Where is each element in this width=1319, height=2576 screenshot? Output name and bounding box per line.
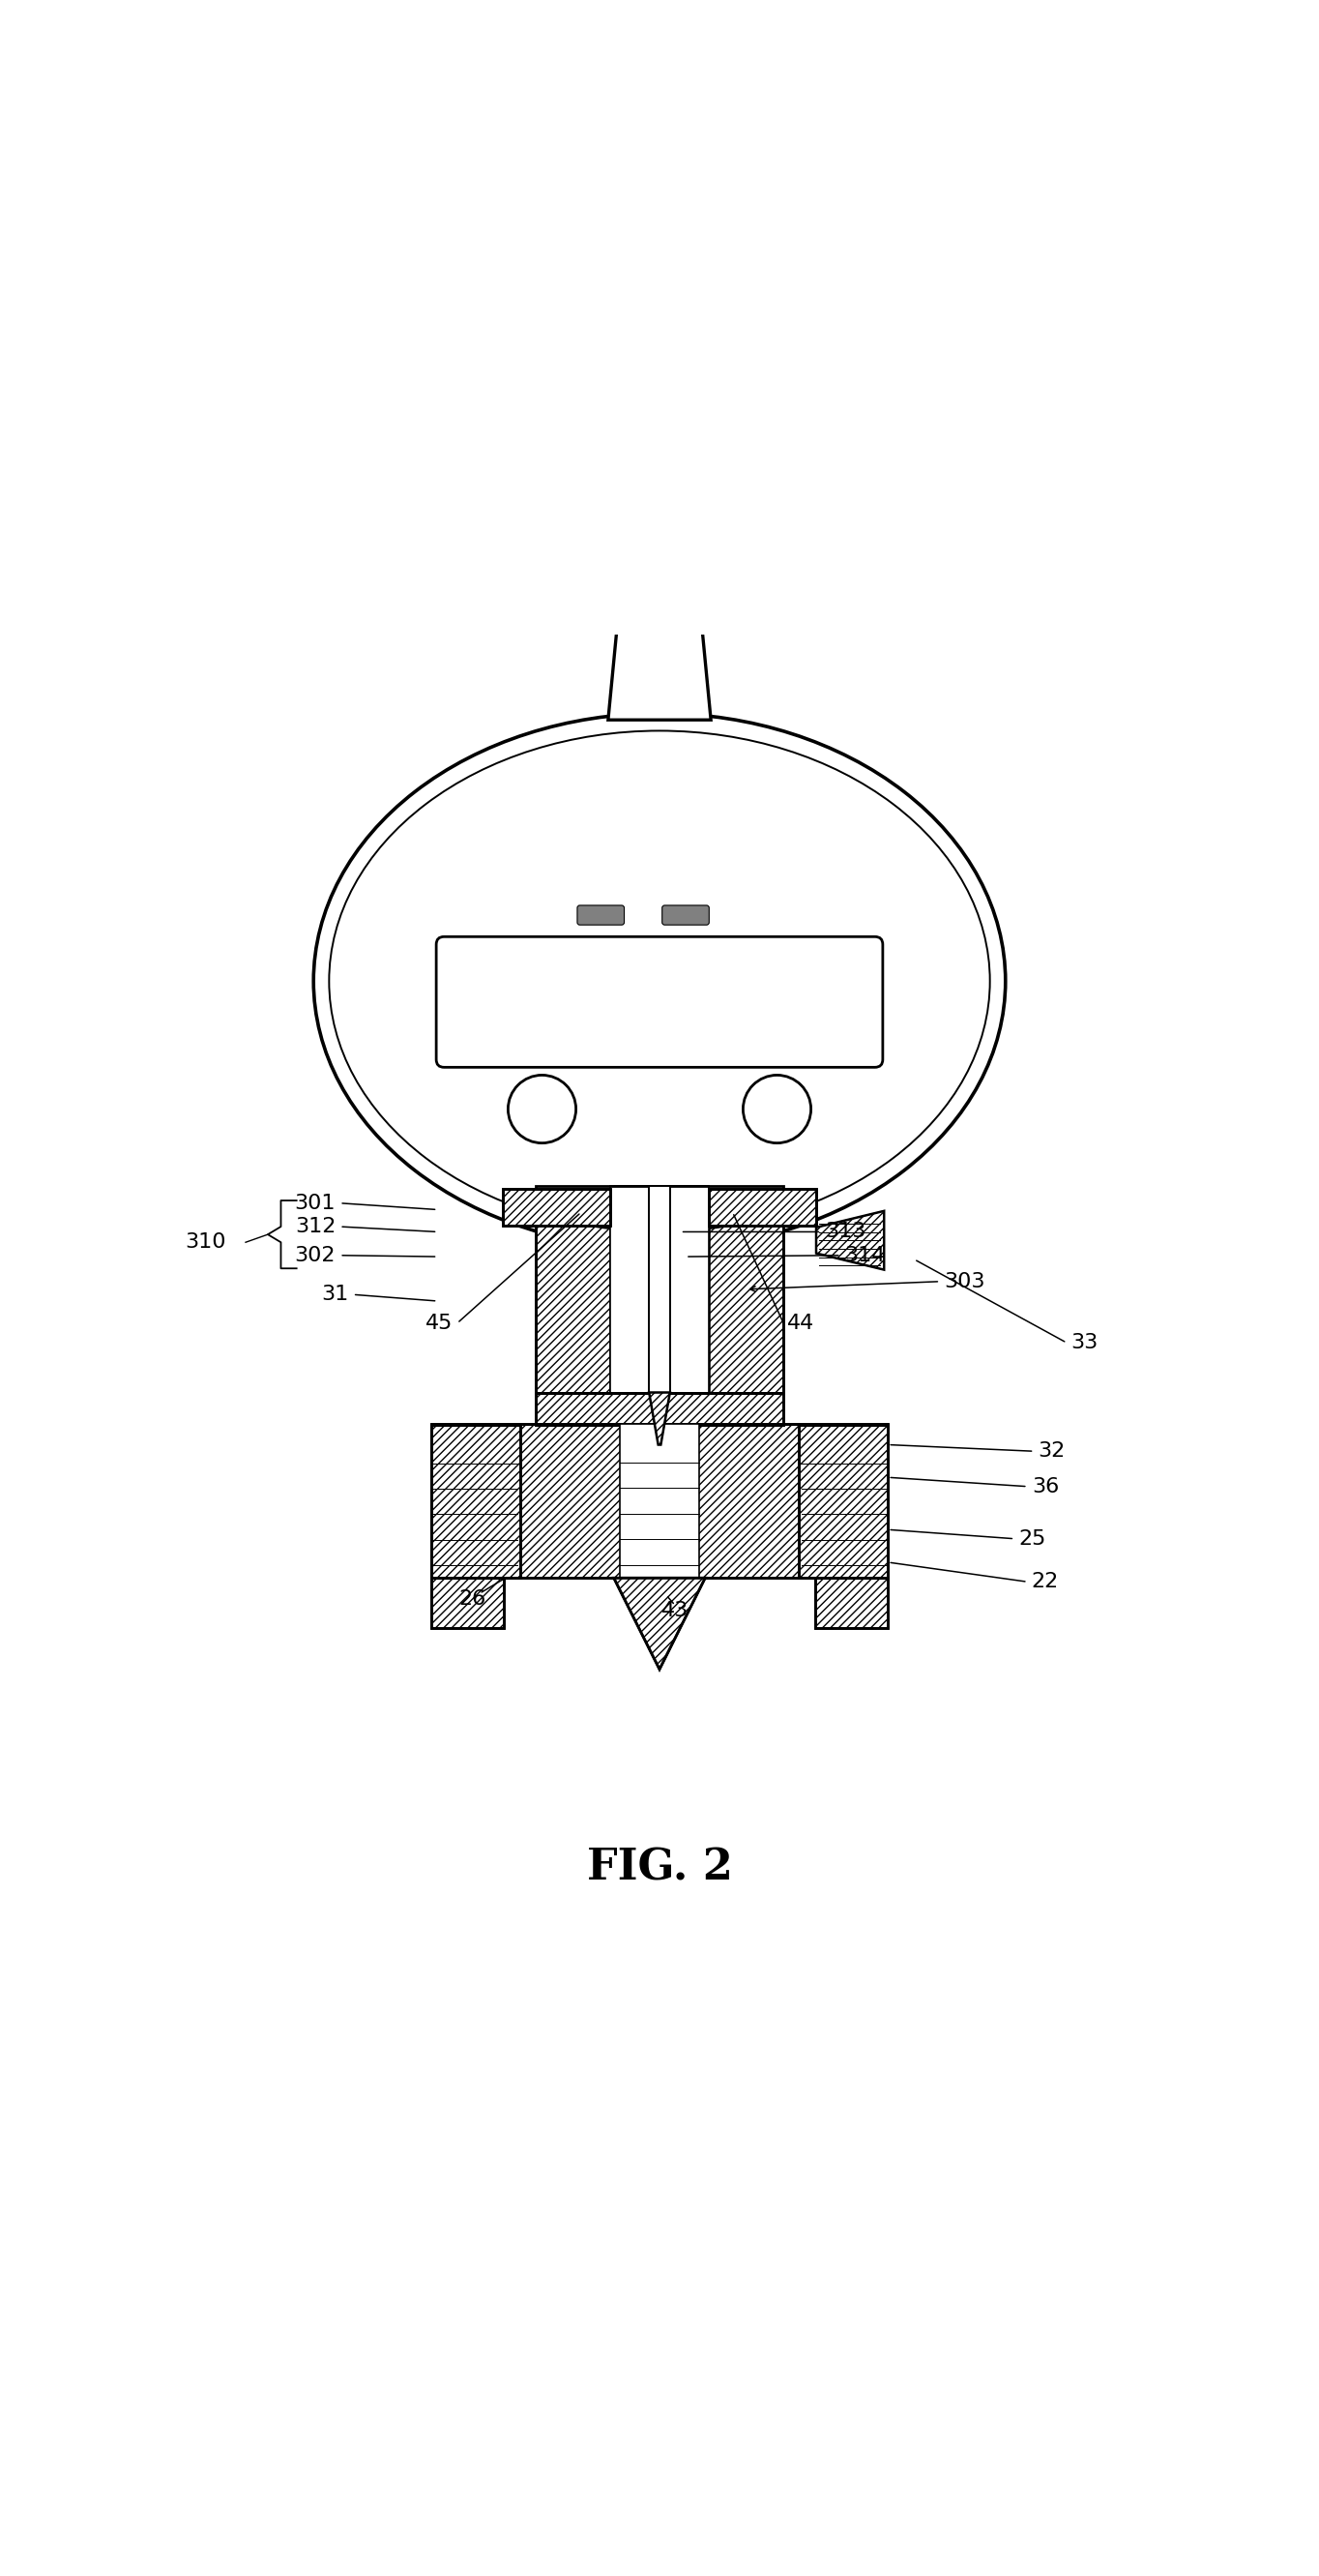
FancyBboxPatch shape <box>578 904 624 925</box>
Bar <box>503 1188 609 1226</box>
Polygon shape <box>799 1425 888 1579</box>
Polygon shape <box>816 1211 884 1270</box>
Text: 45: 45 <box>426 1314 454 1332</box>
Ellipse shape <box>330 732 989 1231</box>
Text: 313: 313 <box>826 1221 867 1242</box>
Text: 33: 33 <box>1071 1334 1099 1352</box>
Text: 312: 312 <box>294 1216 336 1236</box>
Bar <box>815 1579 888 1628</box>
Circle shape <box>508 1074 576 1144</box>
Polygon shape <box>710 1185 783 1394</box>
Polygon shape <box>431 1425 520 1579</box>
Bar <box>609 1185 710 1394</box>
Bar <box>615 1185 704 1242</box>
Bar <box>431 1425 888 1579</box>
FancyBboxPatch shape <box>662 904 710 925</box>
Text: FIG. 2: FIG. 2 <box>587 1847 732 1888</box>
Polygon shape <box>536 1394 783 1425</box>
Polygon shape <box>710 1188 816 1226</box>
Bar <box>431 1579 504 1628</box>
Text: 31: 31 <box>322 1285 348 1303</box>
Polygon shape <box>431 1425 888 1579</box>
Polygon shape <box>608 608 711 719</box>
Bar <box>536 1394 783 1425</box>
Text: 301: 301 <box>294 1193 336 1213</box>
Text: 22: 22 <box>1031 1571 1059 1592</box>
FancyBboxPatch shape <box>437 938 882 1066</box>
Polygon shape <box>649 1394 670 1445</box>
Text: 303: 303 <box>944 1273 985 1291</box>
Bar <box>649 1185 670 1394</box>
Bar <box>710 1188 816 1226</box>
Text: 25: 25 <box>1018 1530 1046 1548</box>
Polygon shape <box>613 1579 706 1669</box>
Bar <box>799 1425 888 1579</box>
Polygon shape <box>815 1579 888 1628</box>
Polygon shape <box>503 1188 609 1226</box>
Text: 314: 314 <box>845 1247 886 1265</box>
Bar <box>620 1425 699 1579</box>
Text: 44: 44 <box>787 1314 815 1332</box>
Bar <box>536 1185 783 1394</box>
Text: 36: 36 <box>1031 1476 1059 1497</box>
Polygon shape <box>431 1579 504 1628</box>
Ellipse shape <box>314 714 1005 1249</box>
Text: 32: 32 <box>1038 1443 1066 1461</box>
Text: 26: 26 <box>459 1589 487 1607</box>
Text: 43: 43 <box>662 1600 689 1620</box>
Polygon shape <box>536 1185 609 1394</box>
Text: 310: 310 <box>185 1234 226 1252</box>
Text: 302: 302 <box>294 1247 336 1265</box>
Bar <box>431 1425 520 1579</box>
Circle shape <box>743 1074 811 1144</box>
